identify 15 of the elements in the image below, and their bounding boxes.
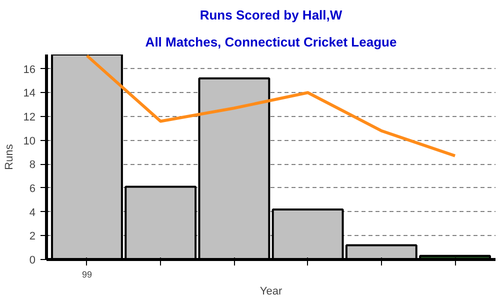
chart-title: Runs Scored by Hall,W xyxy=(200,8,343,22)
y-tick-label: 14 xyxy=(23,88,36,100)
x-axis-title: Year xyxy=(260,286,282,298)
y-tick-label: 2 xyxy=(29,230,36,243)
y-tick-label: 16 xyxy=(23,64,36,76)
y-tick-label: 4 xyxy=(29,206,36,219)
chart-subtitle: All Matches, Connecticut Cricket League xyxy=(145,34,397,50)
y-tick-label: 8 xyxy=(29,159,36,172)
y-tick-label: 6 xyxy=(29,182,36,195)
line-series xyxy=(85,54,457,158)
y-tick-label: 12 xyxy=(23,111,36,124)
y-tick-label: 10 xyxy=(23,135,36,148)
y-axis-title: Runs xyxy=(3,144,16,170)
y-tick-label: 0 xyxy=(29,254,36,266)
x-tick-label: 99 xyxy=(82,270,92,280)
